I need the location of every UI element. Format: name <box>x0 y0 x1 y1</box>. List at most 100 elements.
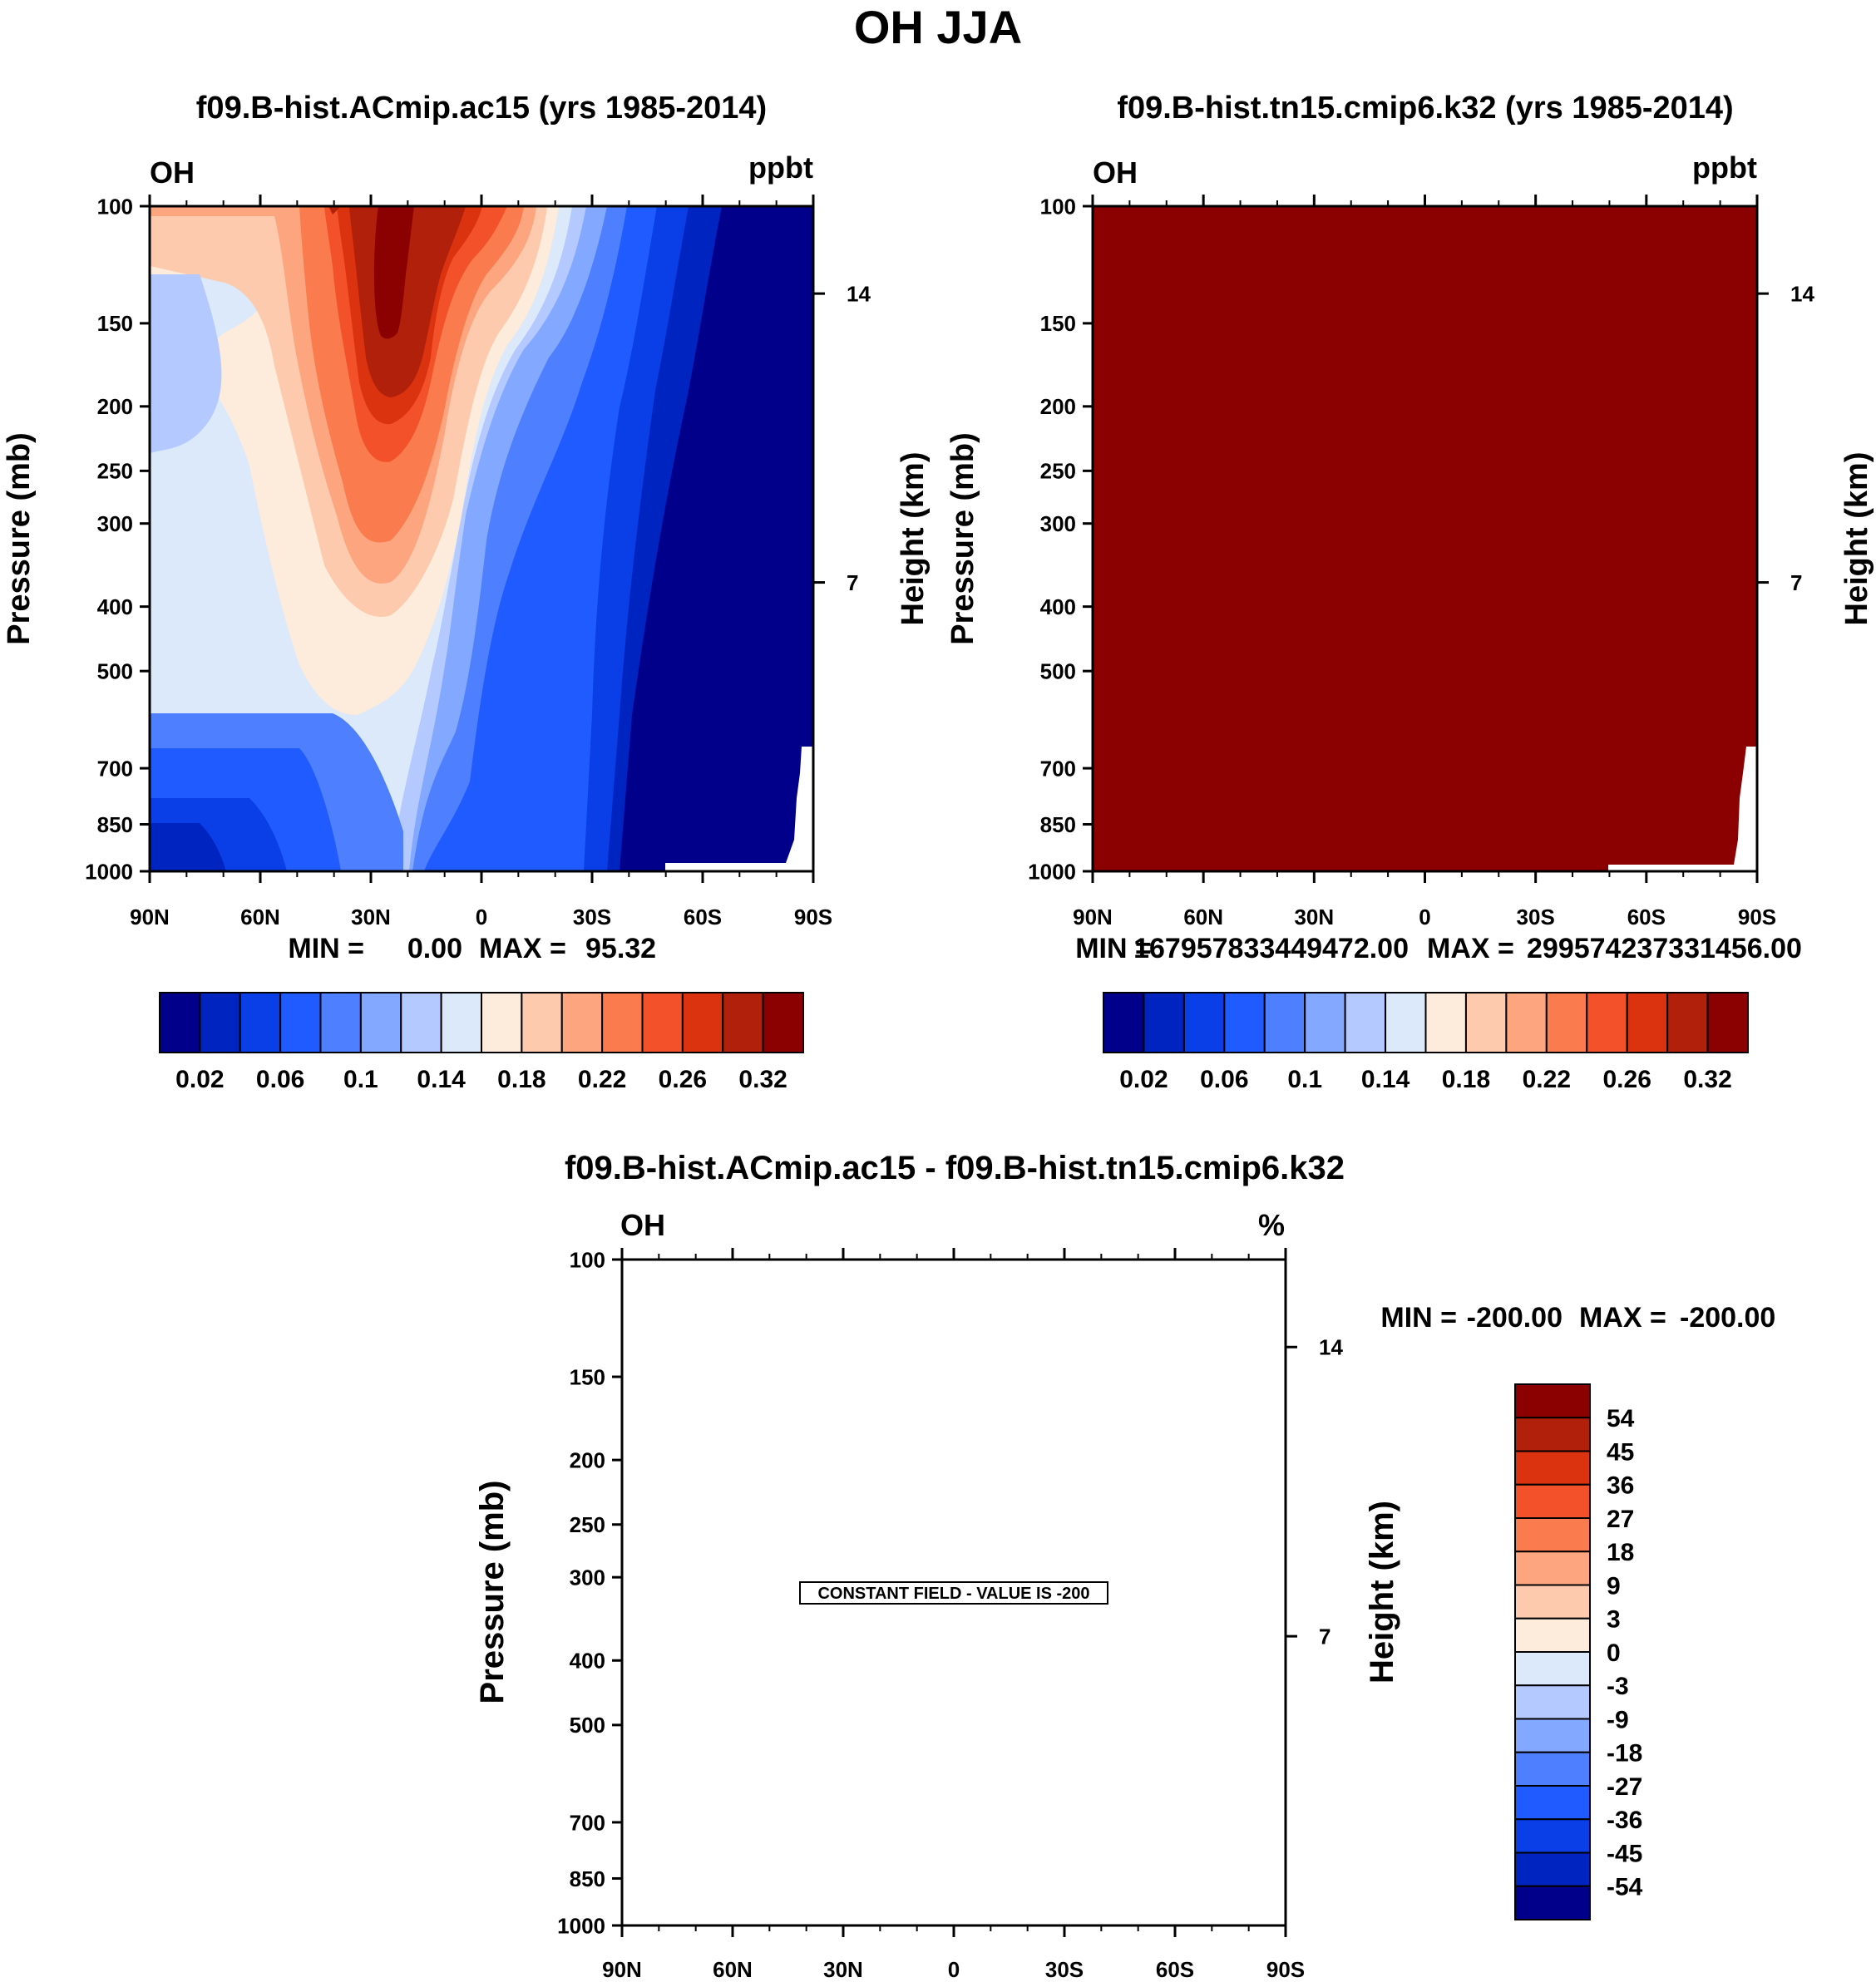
colorbar-swatch <box>521 992 563 1053</box>
x-tick-label: 30S <box>573 905 611 929</box>
y-tick-label: 150 <box>1040 311 1076 336</box>
x-tick-label: 30S <box>1517 905 1555 929</box>
colorbar-swatch <box>1514 1617 1591 1653</box>
y-axis-label: Pressure (mb) <box>945 432 980 645</box>
colorbar-label: 0.14 <box>417 1066 466 1093</box>
x-tick-label: 90N <box>130 905 170 929</box>
y-axis-right-label: Height (km) <box>896 452 931 626</box>
colorbar-swatch <box>601 992 644 1053</box>
colorbar-label: 0.22 <box>1523 1066 1571 1093</box>
y-right-tick-label: 7 <box>1319 1624 1330 1649</box>
axes: 90N 60N 30N 0 30S 60S 90S 100 150 200 250 300 400 500… <box>1028 194 1814 929</box>
contour-field <box>1093 206 1757 871</box>
y-tick-label: 300 <box>1040 511 1076 536</box>
contour-band <box>1608 747 1757 871</box>
min-stat-value: 167957833449472.00 <box>1133 933 1409 964</box>
axes: 90N 60N 30N 0 30S 60S 90S 100 150 200 250 300 400 500… <box>557 1247 1343 1982</box>
colorbar-swatch <box>159 992 201 1053</box>
colorbar-swatch <box>1514 1785 1591 1821</box>
x-tick-label: 90S <box>1266 1957 1305 1982</box>
min-stat-value: 0.00 <box>407 933 462 964</box>
colorbar-swatch <box>1514 1885 1591 1920</box>
y-tick-label: 200 <box>1040 394 1076 419</box>
y-tick-label: 200 <box>570 1447 605 1472</box>
y-axis-right-label: Height (km) <box>1839 452 1874 626</box>
x-tick-label: 30N <box>1294 905 1334 929</box>
y-right-tick-label: 14 <box>1319 1335 1343 1360</box>
y-tick-label: 1000 <box>85 859 133 884</box>
axes: 90N 60N 30N 0 30S 60S 90S 100 150 200 250 300 400 500… <box>85 194 871 929</box>
panel-top-left: f09.B-hist.ACmip.ac15 (yrs 1985-2014) OH… <box>2 91 931 1093</box>
colorbar-swatch <box>1514 1417 1591 1452</box>
y-tick-label: 250 <box>97 459 133 484</box>
variable-label: OH <box>620 1208 665 1242</box>
y-axis-right-label: Height (km) <box>1364 1501 1400 1684</box>
contour-field <box>150 206 813 871</box>
colorbar-label: 45 <box>1607 1438 1634 1466</box>
colorbar-swatch <box>440 992 482 1053</box>
units-label: % <box>1258 1208 1285 1242</box>
y-right-tick-label: 7 <box>847 570 858 595</box>
units-label: ppbt <box>1692 150 1757 185</box>
colorbar-label: -27 <box>1607 1773 1642 1801</box>
y-tick-label: 1000 <box>557 1913 605 1938</box>
panel-title: f09.B-hist.ACmip.ac15 - f09.B-hist.tn15.… <box>565 1150 1345 1186</box>
colorbar-swatch <box>1514 1818 1591 1854</box>
colorbar-swatch <box>1514 1383 1591 1419</box>
y-right-tick-label: 14 <box>1790 281 1814 306</box>
annotation-box <box>799 1581 1108 1605</box>
x-tick-label: 60S <box>684 905 722 929</box>
y-tick-label: 700 <box>97 756 133 781</box>
colorbar-swatch <box>1514 1851 1591 1887</box>
colorbar-label: 0.14 <box>1361 1066 1410 1093</box>
colorbar-swatch <box>1464 992 1508 1053</box>
colorbar-label: 0.1 <box>1287 1066 1322 1093</box>
colorbar: 0.02 0.06 0.1 0.14 0.18 0.22 0.26 0.32 <box>159 992 804 1093</box>
y-tick-label: 150 <box>570 1364 605 1389</box>
x-tick-label: 0 <box>1419 905 1430 929</box>
y-tick-label: 500 <box>97 659 133 684</box>
x-tick-label: 60N <box>1183 905 1223 929</box>
x-tick-label: 90N <box>1073 905 1113 929</box>
colorbar-swatch <box>1514 1450 1591 1486</box>
contour-band <box>150 823 226 871</box>
y-tick-label: 100 <box>1040 194 1076 219</box>
colorbar-label: 36 <box>1607 1472 1634 1500</box>
colorbar: 54 45 36 27 18 9 3 0 -3 -9 -18 -27 -36 -45 -54 <box>1514 1383 1643 1920</box>
colorbar-swatch <box>1514 1517 1591 1553</box>
colorbar-swatch <box>279 992 322 1053</box>
colorbar-label: 9 <box>1607 1572 1621 1600</box>
colorbar-swatch <box>1424 992 1467 1053</box>
colorbar-label: 0.22 <box>578 1066 626 1093</box>
colorbar-swatch <box>1304 992 1346 1053</box>
colorbar-swatch <box>1143 992 1185 1053</box>
colorbar-swatch <box>1223 992 1266 1053</box>
x-tick-label: 90S <box>794 905 832 929</box>
colorbar-swatch <box>1514 1483 1591 1519</box>
panel-bottom: f09.B-hist.ACmip.ac15 - f09.B-hist.tn15.… <box>474 1150 1775 1982</box>
colorbar-label: 0.32 <box>1683 1066 1731 1093</box>
y-tick-label: 850 <box>1040 812 1076 837</box>
colorbar-swatch <box>481 992 523 1053</box>
colorbar-swatch <box>1626 992 1669 1053</box>
panel-top-right: f09.B-hist.tn15.cmip6.k32 (yrs 1985-2014… <box>945 91 1874 1093</box>
colorbar-label: 0.32 <box>738 1066 787 1093</box>
y-tick-label: 850 <box>97 812 133 837</box>
y-tick-label: 200 <box>97 394 133 419</box>
colorbar-label: 0.18 <box>1442 1066 1490 1093</box>
annotation-text: CONSTANT FIELD - VALUE IS -200 <box>817 1585 1089 1603</box>
max-stat-value: -200.00 <box>1680 1302 1775 1334</box>
x-tick-label: 30S <box>1045 1957 1084 1982</box>
y-tick-label: 400 <box>97 594 133 619</box>
colorbar-label: 0.06 <box>256 1066 304 1093</box>
colorbar-label: -54 <box>1607 1874 1643 1901</box>
colorbar-label: 27 <box>1607 1506 1634 1533</box>
colorbar-label: 0.26 <box>1602 1066 1651 1093</box>
colorbar-label: 0.18 <box>497 1066 546 1093</box>
colorbar-label: 18 <box>1607 1539 1634 1566</box>
x-tick-label: 0 <box>476 905 487 929</box>
y-tick-label: 500 <box>1040 659 1076 684</box>
y-tick-label: 700 <box>570 1810 605 1835</box>
colorbar-swatch <box>1514 1684 1591 1720</box>
colorbar-swatch <box>1586 992 1628 1053</box>
